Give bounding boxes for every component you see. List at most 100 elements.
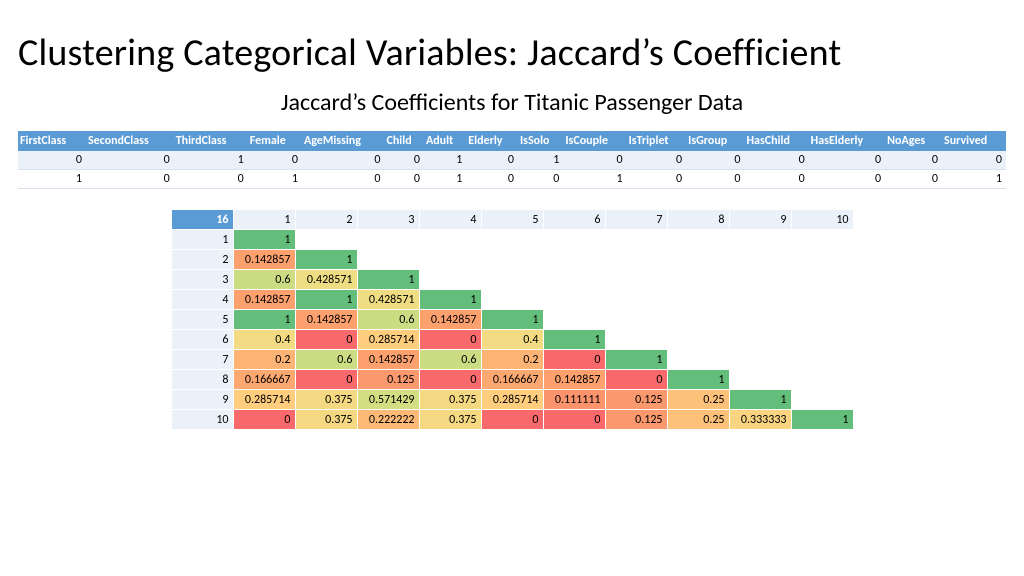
matrix-empty-cell: [667, 310, 729, 330]
data-table-cell: 0: [686, 151, 744, 170]
passenger-data-table: FirstClassSecondClassThirdClassFemaleAge…: [18, 131, 1006, 189]
matrix-empty-cell: [667, 270, 729, 290]
matrix-cell: 0.4: [233, 330, 295, 350]
matrix-cell: 0.125: [605, 410, 667, 430]
matrix-row-header: 6: [171, 330, 233, 350]
matrix-row-header: 3: [171, 270, 233, 290]
data-table-row: 1001001001000001: [18, 170, 1006, 189]
data-table-cell: 1: [424, 151, 466, 170]
data-table-cell: 0: [86, 170, 174, 189]
data-table-row: 0010001010000000: [18, 151, 1006, 170]
data-table-cell: 1: [18, 170, 86, 189]
data-table-column-header: HasElderly: [809, 131, 885, 151]
matrix-empty-cell: [791, 290, 853, 310]
matrix-cell: 1: [605, 350, 667, 370]
matrix-cell: 0.142857: [543, 370, 605, 390]
matrix-empty-cell: [605, 330, 667, 350]
matrix-cell: 1: [419, 290, 481, 310]
data-table-column-header: HasChild: [744, 131, 808, 151]
matrix-cell: 0: [543, 350, 605, 370]
matrix-cell: 0: [419, 370, 481, 390]
data-table-column-header: FirstClass: [18, 131, 86, 151]
matrix-cell: 0.6: [357, 310, 419, 330]
matrix-empty-cell: [481, 290, 543, 310]
matrix-col-header: 10: [791, 210, 853, 230]
slide: Clustering Categorical Variables: Jaccar…: [0, 0, 1024, 576]
matrix-empty-cell: [481, 270, 543, 290]
matrix-col-header: 7: [605, 210, 667, 230]
data-table-cell: 0: [518, 170, 563, 189]
data-table-column-header: NoAges: [885, 131, 942, 151]
matrix-empty-cell: [605, 230, 667, 250]
data-table-column-header: AgeMissing: [302, 131, 385, 151]
matrix-empty-cell: [605, 310, 667, 330]
matrix-cell: 0.166667: [481, 370, 543, 390]
data-table-cell: 0: [885, 151, 942, 170]
matrix-cell: 0.222222: [357, 410, 419, 430]
matrix-empty-cell: [791, 270, 853, 290]
matrix-empty-cell: [295, 230, 357, 250]
matrix-cell: 0: [605, 370, 667, 390]
matrix-cell: 0.6: [419, 350, 481, 370]
matrix-corner: 16: [171, 210, 233, 230]
data-table-cell: 0: [627, 170, 687, 189]
matrix-col-header: 2: [295, 210, 357, 230]
matrix-cell: 1: [233, 310, 295, 330]
data-table-cell: 0: [466, 170, 518, 189]
data-table-cell: 0: [248, 151, 302, 170]
matrix-cell: 0.111111: [543, 390, 605, 410]
data-table-cell: 0: [744, 170, 808, 189]
data-table-cell: 0: [744, 151, 808, 170]
data-table-cell: 0: [302, 170, 385, 189]
matrix-empty-cell: [791, 250, 853, 270]
matrix-empty-cell: [543, 230, 605, 250]
jaccard-matrix: 16123456789101120.142857130.60.428571140…: [171, 209, 854, 430]
matrix-cell: 0: [233, 410, 295, 430]
matrix-cell: 1: [295, 290, 357, 310]
matrix-empty-cell: [729, 330, 791, 350]
matrix-cell: 0.142857: [419, 310, 481, 330]
matrix-cell: 0.285714: [357, 330, 419, 350]
matrix-empty-cell: [419, 230, 481, 250]
matrix-empty-cell: [605, 250, 667, 270]
matrix-empty-cell: [419, 270, 481, 290]
matrix-cell: 0.142857: [233, 250, 295, 270]
matrix-row-header: 4: [171, 290, 233, 310]
data-table-cell: 0: [809, 170, 885, 189]
data-table-cell: 1: [248, 170, 302, 189]
data-table-cell: 0: [86, 151, 174, 170]
matrix-empty-cell: [667, 290, 729, 310]
matrix-empty-cell: [729, 310, 791, 330]
matrix-row-header: 9: [171, 390, 233, 410]
matrix-empty-cell: [667, 250, 729, 270]
matrix-cell: 0.333333: [729, 410, 791, 430]
matrix-row-header: 10: [171, 410, 233, 430]
data-table-cell: 0: [302, 151, 385, 170]
matrix-empty-cell: [419, 250, 481, 270]
matrix-empty-cell: [729, 230, 791, 250]
matrix-cell: 0.285714: [481, 390, 543, 410]
matrix-empty-cell: [543, 290, 605, 310]
matrix-cell: 0.142857: [357, 350, 419, 370]
data-table-cell: 0: [686, 170, 744, 189]
matrix-empty-cell: [667, 230, 729, 250]
matrix-col-header: 9: [729, 210, 791, 230]
matrix-cell: 0.2: [233, 350, 295, 370]
data-table-column-header: IsTriplet: [627, 131, 687, 151]
data-table-cell: 0: [885, 170, 942, 189]
matrix-empty-cell: [791, 330, 853, 350]
matrix-cell: 0.142857: [233, 290, 295, 310]
data-table-column-header: Child: [385, 131, 424, 151]
matrix-empty-cell: [543, 270, 605, 290]
data-table-column-header: Female: [248, 131, 302, 151]
data-table-column-header: Adult: [424, 131, 466, 151]
matrix-empty-cell: [729, 250, 791, 270]
matrix-cell: 0: [295, 370, 357, 390]
data-table-cell: 1: [174, 151, 248, 170]
matrix-empty-cell: [729, 290, 791, 310]
page-subtitle: Jaccard’s Coefficients for Titanic Passe…: [18, 88, 1006, 117]
matrix-empty-cell: [791, 310, 853, 330]
data-table-column-header: ThirdClass: [174, 131, 248, 151]
matrix-cell: 1: [543, 330, 605, 350]
data-table-column-header: IsSolo: [518, 131, 563, 151]
